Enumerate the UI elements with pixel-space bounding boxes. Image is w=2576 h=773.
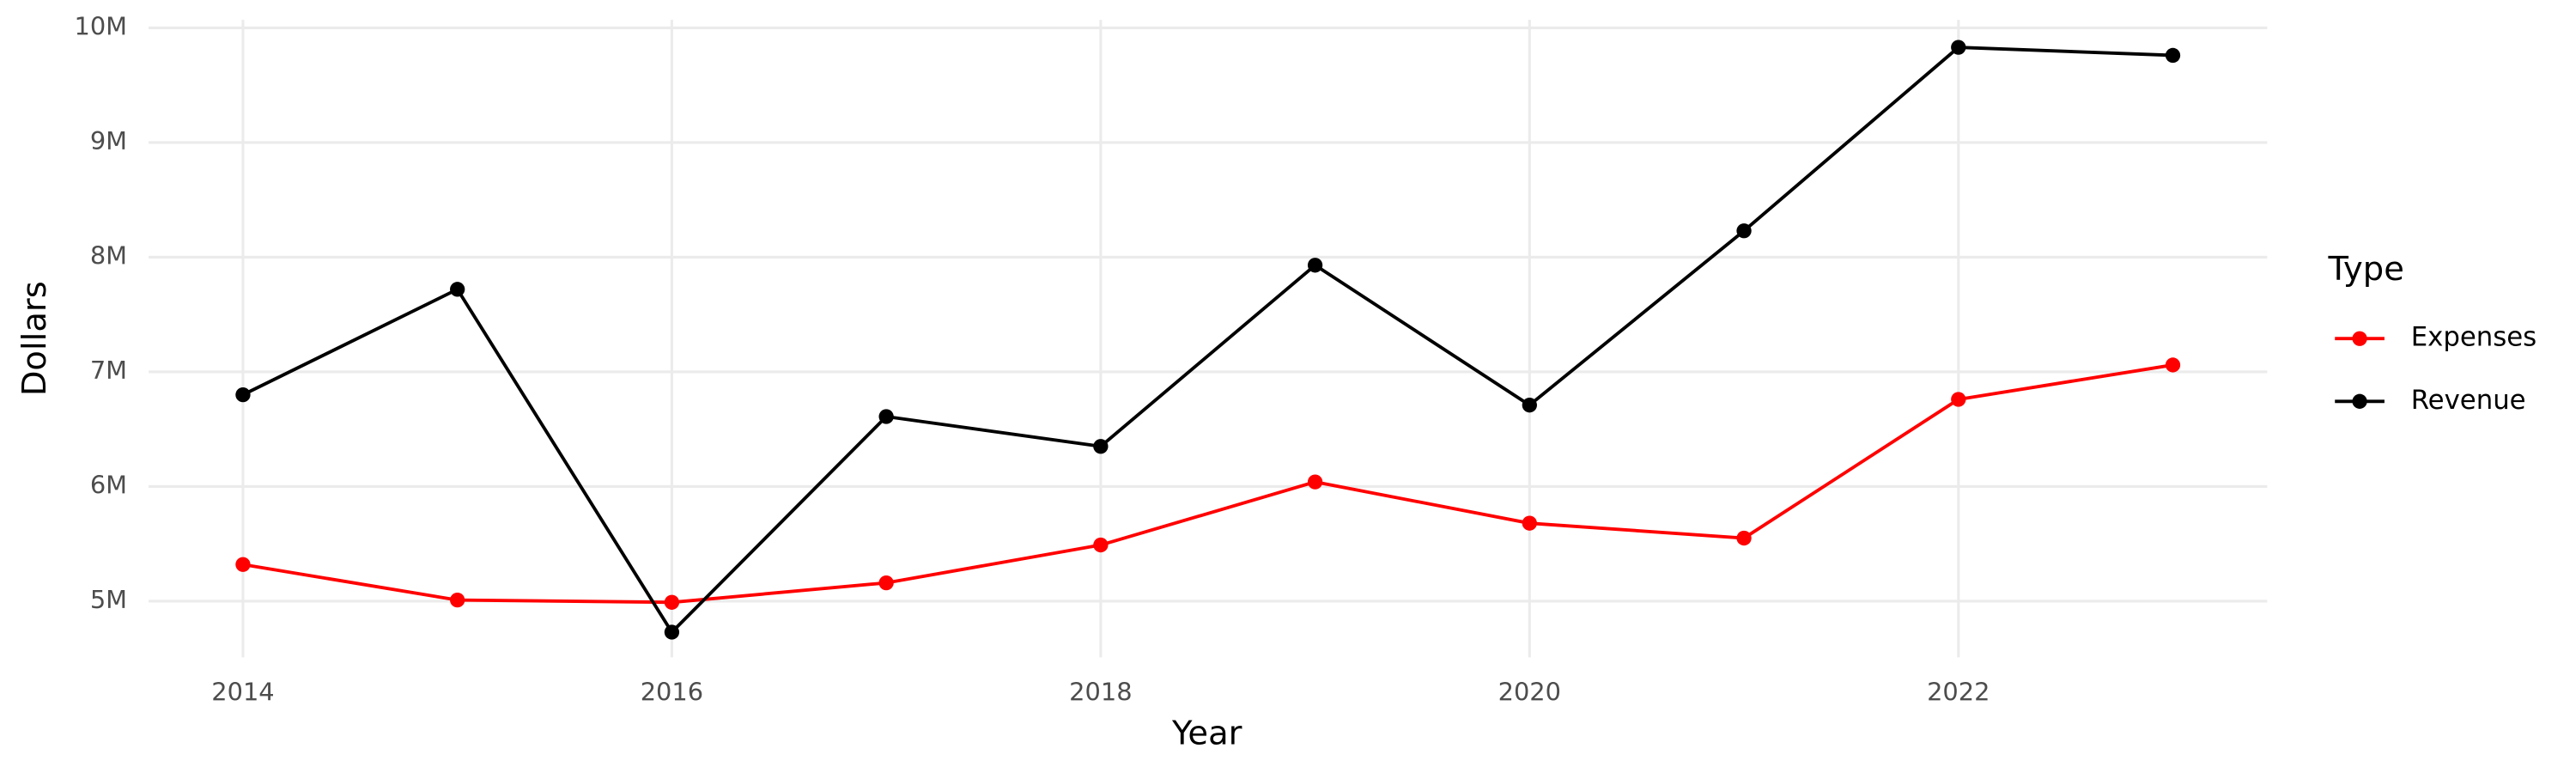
data-point (664, 624, 680, 640)
legend-label: Expenses (2411, 322, 2537, 353)
legend-key-point (2352, 393, 2367, 409)
x-tick-label: 2020 (1498, 678, 1561, 707)
data-point (2165, 357, 2181, 373)
data-point (1093, 439, 1109, 454)
data-point (1522, 515, 1537, 531)
data-point (1736, 223, 1752, 239)
data-point (235, 557, 251, 572)
legend-title: Type (2328, 250, 2404, 289)
legend-key-point (2352, 331, 2367, 346)
y-tick-label: 8M (90, 240, 127, 270)
y-tick-label: 10M (75, 11, 128, 40)
data-point (878, 575, 894, 591)
data-point (235, 386, 251, 403)
series-line (242, 46, 2173, 636)
data-point (1736, 530, 1752, 546)
y-axis-title: Dollars (15, 281, 54, 396)
data-point (664, 594, 680, 610)
y-tick-label: 5M (90, 585, 127, 614)
data-point (1522, 398, 1537, 413)
x-tick-label: 2016 (641, 678, 703, 707)
data-point (2165, 47, 2181, 64)
data-point (878, 409, 894, 424)
y-tick-label: 9M (90, 126, 127, 155)
y-tick-label: 7M (90, 356, 127, 385)
data-point (1307, 258, 1323, 273)
y-tick-label: 6M (90, 470, 127, 499)
data-point (1951, 40, 1966, 55)
x-tick-label: 2022 (1927, 678, 1990, 707)
data-point (1307, 474, 1323, 490)
series-line (242, 363, 2173, 605)
data-point (1951, 392, 1966, 407)
legend-label: Revenue (2411, 385, 2526, 416)
data-point (450, 592, 465, 608)
data-point (450, 282, 465, 297)
x-tick-label: 2014 (211, 678, 274, 707)
data-point (1093, 537, 1109, 553)
x-axis-title: Year (1171, 714, 1242, 752)
x-tick-label: 2018 (1069, 678, 1132, 707)
